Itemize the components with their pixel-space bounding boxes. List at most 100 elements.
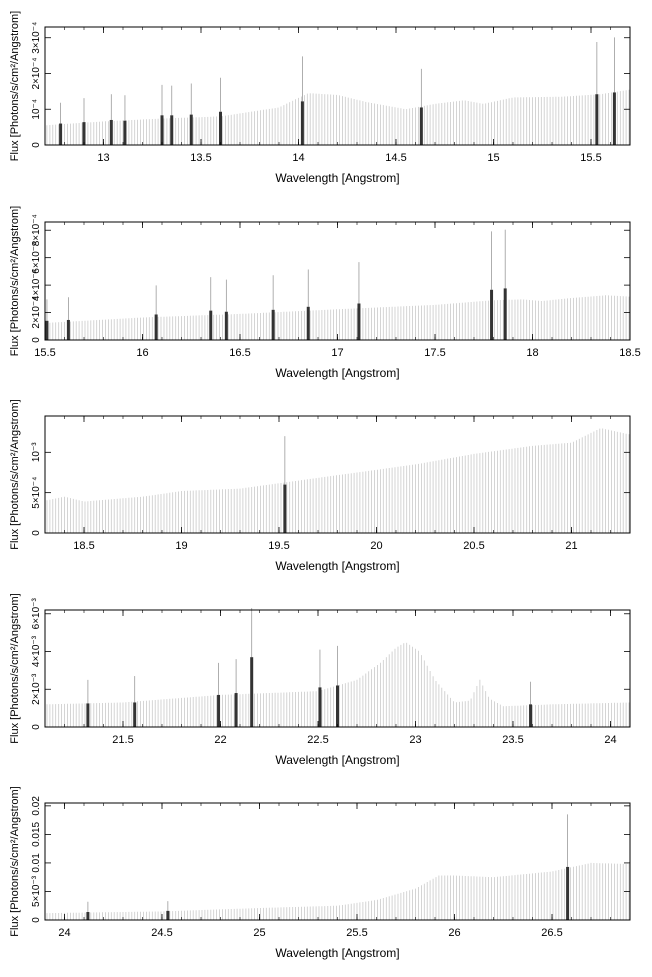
- x-tick-label: 24: [58, 927, 70, 939]
- y-tick-label: 0: [31, 142, 42, 148]
- x-tick-label: 19.5: [268, 540, 289, 552]
- y-tick-label: 2×10⁻⁴: [31, 57, 42, 89]
- y-axis-label: Flux [Photons/s/cm²/Angstrom]: [9, 206, 21, 356]
- x-tick-label: 26.5: [541, 927, 562, 939]
- x-tick-label: 20.5: [463, 540, 484, 552]
- line-bar: [217, 694, 221, 727]
- y-tick-label: 10⁻³: [31, 442, 42, 462]
- x-tick-label: 15: [487, 152, 499, 164]
- x-tick-label: 18.5: [619, 347, 640, 359]
- line-bar: [503, 288, 507, 340]
- continuum-bars: [46, 642, 630, 727]
- x-tick-label: 23: [409, 734, 421, 746]
- plot-frame: [44, 802, 631, 921]
- line-bar: [490, 289, 494, 340]
- line-bar: [419, 107, 423, 145]
- x-tick-label: 14.5: [385, 152, 406, 164]
- x-tick-label: 17.5: [424, 347, 445, 359]
- y-tick-label: 2×10⁻³: [31, 673, 42, 705]
- line-bar: [123, 120, 127, 145]
- x-tick-label: 13: [97, 152, 109, 164]
- line-bar: [209, 310, 213, 340]
- plot-frame: [44, 415, 631, 534]
- x-tick-label: 16: [136, 347, 148, 359]
- y-tick-label: 0.015: [31, 821, 42, 846]
- chart-panel-1: 13 13.5 14 14.5 15 15.5 0 10⁻⁴ 2×10⁻⁴ 3×10⁻⁴ Wavel…: [9, 11, 631, 185]
- line-bar: [595, 94, 599, 145]
- continuum-bars: [46, 295, 630, 340]
- y-tick-label: 3×10⁻⁴: [31, 22, 42, 54]
- y-tick-label: 0.01: [31, 853, 42, 873]
- line-bar: [66, 319, 70, 340]
- y-tick-label: 6×10⁻⁴: [31, 242, 42, 274]
- y-tick-label: 0: [31, 917, 42, 923]
- line-bar: [357, 303, 361, 340]
- x-tick-label: 18: [526, 347, 538, 359]
- y-tick-label: 5×10⁻³: [31, 875, 42, 907]
- x-tick-label: 21: [565, 540, 577, 552]
- line-bar: [86, 912, 90, 920]
- y-axis-label: Flux [Photons/s/cm²/Angstrom]: [9, 11, 21, 161]
- x-tick-label: 18.5: [73, 540, 94, 552]
- line-bar: [306, 306, 310, 340]
- line-bar: [224, 311, 228, 340]
- x-tick-label: 25.5: [346, 927, 367, 939]
- x-tick-label: 16.5: [229, 347, 250, 359]
- line-bar: [45, 320, 49, 340]
- continuum-bars: [46, 862, 630, 920]
- line-bar: [82, 122, 86, 145]
- x-axis-label: Wavelength [Angstrom]: [275, 366, 399, 380]
- line-bar: [250, 657, 254, 727]
- line-bar: [566, 866, 570, 920]
- x-axis-label: Wavelength [Angstrom]: [275, 753, 399, 767]
- y-tick-label: 6×10⁻³: [31, 598, 42, 630]
- line-bar: [219, 111, 222, 145]
- y-tick-label: 10⁻⁴: [31, 99, 42, 120]
- y-axis-label: Flux [Photons/s/cm²/Angstrom]: [9, 786, 21, 936]
- y-tick-label: 2×10⁻⁴: [31, 297, 42, 329]
- emission-lines: [86, 814, 570, 920]
- x-tick-label: 14: [292, 152, 304, 164]
- x-tick-label: 22.5: [307, 734, 328, 746]
- line-bar: [318, 687, 322, 727]
- x-tick-label: 20: [370, 540, 382, 552]
- plot-frame: [44, 26, 631, 146]
- x-tick-label: 13.5: [190, 152, 211, 164]
- x-axis-label: Wavelength [Angstrom]: [275, 559, 399, 573]
- x-tick-label: 24.5: [151, 927, 172, 939]
- line-bar: [300, 101, 304, 145]
- x-tick-label: 19: [175, 540, 187, 552]
- x-axis-label: Wavelength [Angstrom]: [275, 946, 399, 960]
- x-tick-label: 15.5: [580, 152, 601, 164]
- x-tick-label: 15.5: [34, 347, 55, 359]
- x-tick-label: 23.5: [502, 734, 523, 746]
- y-axis-label: Flux [Photons/s/cm²/Angstrom]: [9, 399, 21, 549]
- chart-panel-3: 18.5 19 19.5 20 20.5 21 0 5×10⁻⁴ 10⁻³ Wavelength …: [9, 399, 631, 573]
- line-bar: [234, 693, 238, 727]
- line-bar: [166, 910, 170, 920]
- continuum-bars: [46, 89, 630, 145]
- line-bar: [59, 123, 63, 145]
- line-bar: [271, 309, 275, 340]
- line-bar: [283, 484, 287, 533]
- line-bar: [170, 115, 174, 145]
- line-bar: [336, 685, 339, 727]
- x-tick-label: 26: [448, 927, 460, 939]
- line-bar: [154, 314, 158, 340]
- line-bar: [160, 115, 164, 145]
- line-bar: [109, 119, 113, 145]
- x-tick-label: 25: [253, 927, 265, 939]
- line-bar: [612, 92, 616, 145]
- y-tick-label: 5×10⁻⁴: [31, 477, 42, 509]
- x-tick-label: 22: [214, 734, 226, 746]
- y-tick-label: 4×10⁻³: [31, 635, 42, 667]
- line-bar: [529, 704, 533, 727]
- emission-lines: [283, 436, 287, 533]
- chart-panel-5: 24 24.5 25 25.5 26 26.5 0 5×10⁻³ 0.01 0.015 0.02 Wa…: [9, 786, 631, 960]
- line-bar: [86, 703, 90, 727]
- x-tick-label: 24: [604, 734, 616, 746]
- emission-lines: [86, 608, 533, 727]
- plot-frame: [44, 221, 631, 341]
